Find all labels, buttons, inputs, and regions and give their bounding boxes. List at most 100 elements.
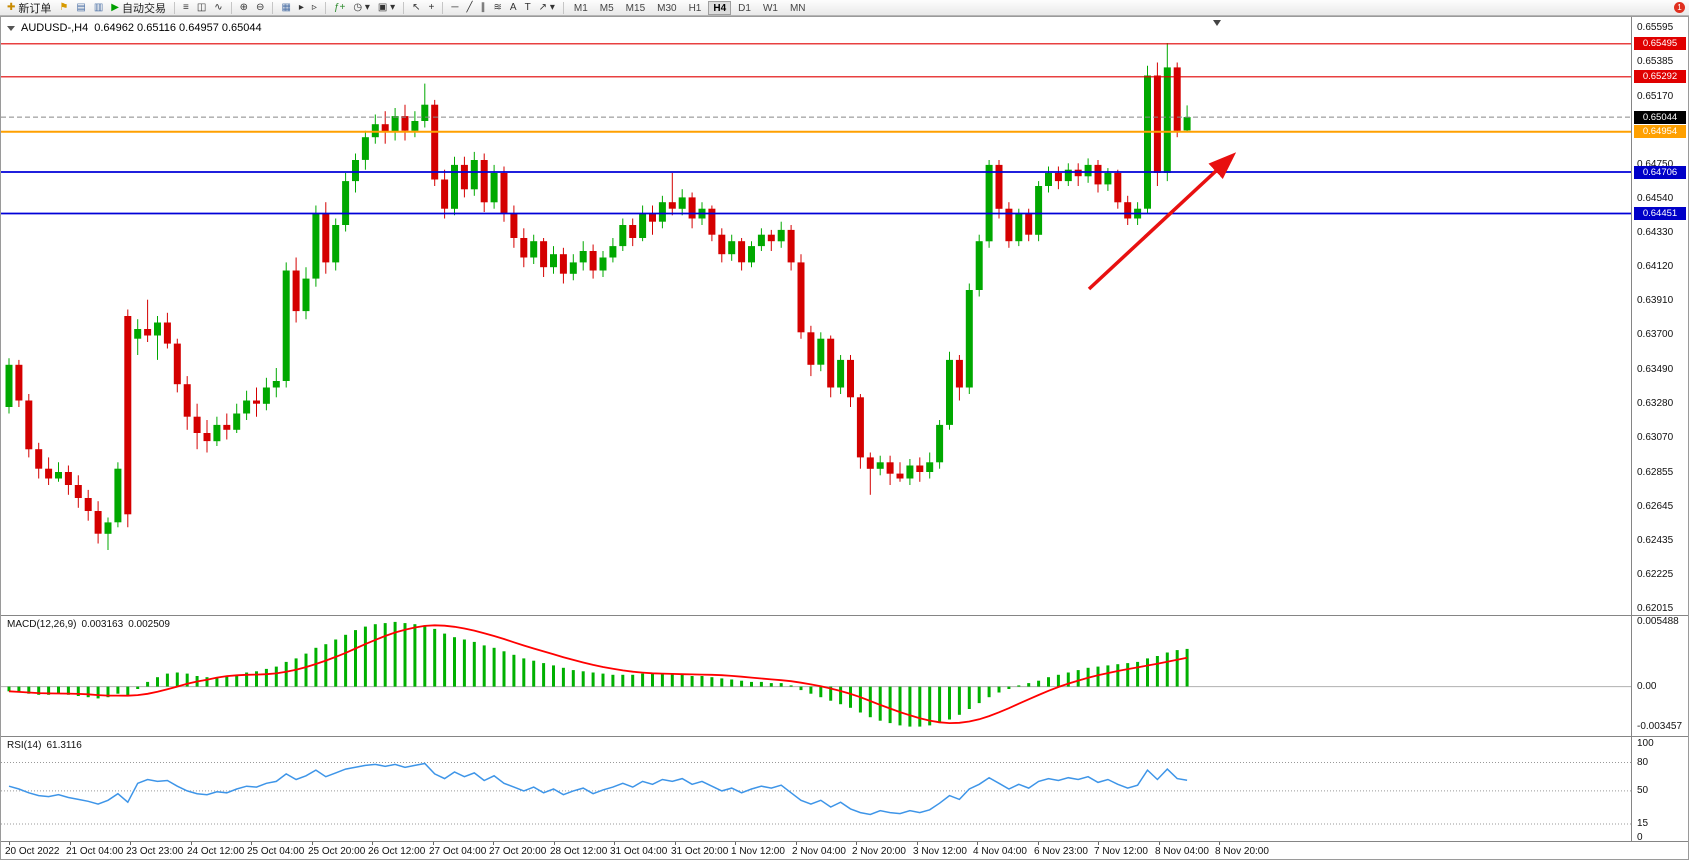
time-label: 27 Oct 04:00 [429, 846, 487, 857]
channel-button[interactable]: ∥ [478, 1, 489, 15]
alerts-button[interactable]: ⚑ [56, 1, 71, 15]
timeframe-m15-button[interactable]: M15 [625, 2, 646, 14]
price-tick: 0.64330 [1637, 227, 1674, 238]
trendline-button[interactable]: ╱ [463, 1, 475, 15]
rsi-scale-tick: 50 [1637, 785, 1649, 796]
text-button[interactable]: A [507, 1, 520, 15]
time-label: 7 Nov 12:00 [1094, 846, 1148, 857]
toolbar: ✚ 新订单 ⚑ ▤ ▥ ▶ 自动交易 ≡ ◫ ∿ ⊕ ⊖ ▦ ▸ ▹ ƒ+ ◷ ▾ ▣ ▾ ↖ + ─ ╱ ∥ ≋ A T ↗ ▾ M… [0, 0, 1689, 16]
chart-shift-marker[interactable] [1213, 20, 1221, 26]
tile-windows-button[interactable]: ▦ [278, 1, 293, 15]
auto-trading-button[interactable]: ▶ 自动交易 [108, 1, 169, 15]
panel-separator[interactable] [1, 615, 1688, 616]
timeframe-m30-button[interactable]: M30 [657, 2, 677, 14]
new-order-button[interactable]: ✚ 新订单 [4, 1, 54, 15]
zoom-in-icon: ⊕ [239, 1, 249, 13]
timeframe-h1-button[interactable]: H1 [688, 2, 702, 14]
time-label: 8 Nov 20:00 [1215, 846, 1269, 857]
data-window-icon: ▥ [93, 1, 104, 13]
time-tick [1219, 842, 1220, 845]
macd-label: MACD(12,26,9) 0.003163 0.002509 [7, 619, 175, 630]
timeframe-h4-button[interactable]: H4 [708, 0, 732, 15]
zoom-in-button[interactable]: ⊕ [237, 1, 251, 15]
line-chart-button[interactable]: ∿ [211, 1, 225, 15]
resistance-price-label-1: 0.65495 [1634, 37, 1686, 50]
price-scale[interactable]: 0.655950.653850.651700.649600.647500.645… [1633, 17, 1688, 615]
new-order-button-label: 新订单 [18, 2, 52, 15]
auto-scroll-icon: ▸ [298, 1, 304, 13]
macd-pane[interactable] [1, 616, 1631, 736]
bar-chart-button[interactable]: ≡ [180, 1, 192, 15]
candlestick-chart-button[interactable]: ◫ [194, 1, 209, 15]
time-label: 31 Oct 20:00 [671, 846, 729, 857]
market-watch-icon: ▤ [76, 1, 86, 13]
time-tick [9, 842, 10, 845]
time-tick [796, 842, 797, 845]
price-chart-svg[interactable] [1, 17, 1631, 615]
time-tick [856, 842, 857, 845]
arrows-icon: ↗ ▾ [538, 1, 555, 13]
notification-badge[interactable]: 1 [1674, 2, 1685, 13]
horizontal-line-button[interactable]: ─ [448, 1, 461, 15]
zoom-out-button[interactable]: ⊖ [253, 1, 267, 15]
trend-arrow[interactable] [1087, 152, 1237, 291]
periods-button[interactable]: ◷ ▾ [350, 1, 373, 15]
price-tick: 0.62015 [1637, 603, 1674, 614]
price-tick: 0.63490 [1637, 364, 1674, 375]
indicators-button[interactable]: ƒ+ [331, 1, 348, 15]
crosshair-button[interactable]: + [426, 1, 438, 15]
price-pane[interactable] [1, 17, 1631, 615]
time-label: 26 Oct 12:00 [368, 846, 426, 857]
text-icon: A [509, 1, 517, 13]
timeframe-d1-button[interactable]: D1 [738, 2, 751, 14]
chart-shift-icon: ▹ [311, 1, 317, 13]
time-tick [70, 842, 71, 845]
price-tick: 0.64750 [1637, 159, 1674, 170]
time-label: 1 Nov 12:00 [731, 846, 785, 857]
time-tick [977, 842, 978, 845]
macd-scale[interactable]: 0.005488 0.00 -0.003457 [1633, 616, 1688, 736]
label-button[interactable]: T [522, 1, 534, 15]
cursor-button[interactable]: ↖ [409, 1, 423, 15]
market-watch-button[interactable]: ▤ [73, 1, 88, 15]
tile-windows-icon: ▦ [281, 1, 291, 13]
rsi-scale-tick: 0 [1637, 832, 1643, 843]
time-tick [372, 842, 373, 845]
templates-button[interactable]: ▣ ▾ [375, 1, 398, 15]
price-tick: 0.63280 [1637, 398, 1674, 409]
objects-dropdown-icon[interactable] [7, 26, 15, 31]
rsi-pane[interactable] [1, 737, 1631, 841]
time-tick [130, 842, 131, 845]
panel-separator[interactable] [1, 736, 1688, 737]
timeframe-m5-button[interactable]: M5 [599, 2, 614, 14]
timeframe-m1-button[interactable]: M1 [573, 2, 588, 14]
support-price-label-2: 0.64451 [1634, 207, 1686, 220]
macd-scale-tick: -0.003457 [1637, 721, 1683, 732]
price-tick: 0.64540 [1637, 193, 1674, 204]
price-tick: 0.65595 [1637, 22, 1674, 33]
data-window-button[interactable]: ▥ [91, 1, 106, 15]
macd-name: MACD(12,26,9) [7, 619, 77, 630]
chart-title: AUDUSD-,H4 0.64962 0.65116 0.64957 0.6504… [7, 22, 268, 34]
trendline-icon: ╱ [466, 1, 473, 13]
ohlc-values-label: 0.64962 0.65116 0.64957 0.65044 [94, 22, 262, 34]
rsi-chart-svg[interactable] [1, 737, 1631, 841]
rsi-scale[interactable]: 100 80 50 15 0 [1633, 737, 1688, 843]
time-tick [917, 842, 918, 845]
zoom-out-icon: ⊖ [256, 1, 265, 13]
auto-scroll-button[interactable]: ▸ [296, 1, 307, 15]
price-tick: 0.65170 [1637, 91, 1674, 102]
time-tick [251, 842, 252, 845]
timeframe-mn-button[interactable]: MN [789, 2, 806, 14]
support-price-label-1: 0.64706 [1634, 166, 1686, 179]
timeframe-w1-button[interactable]: W1 [762, 2, 778, 14]
macd-chart-svg[interactable] [1, 616, 1631, 736]
fibonacci-button[interactable]: ≋ [491, 1, 505, 15]
label-icon: T [524, 1, 531, 13]
chart-shift-button[interactable]: ▹ [309, 1, 320, 15]
time-axis[interactable]: 20 Oct 2022 21 Oct 04:00 23 Oct 23:00 24 Oc… [1, 842, 1688, 859]
rsi-scale-tick: 100 [1637, 738, 1654, 749]
arrows-button[interactable]: ↗ ▾ [536, 1, 558, 15]
resistance-price-label-2: 0.65292 [1634, 70, 1686, 83]
macd-main-value: 0.003163 [81, 619, 124, 630]
